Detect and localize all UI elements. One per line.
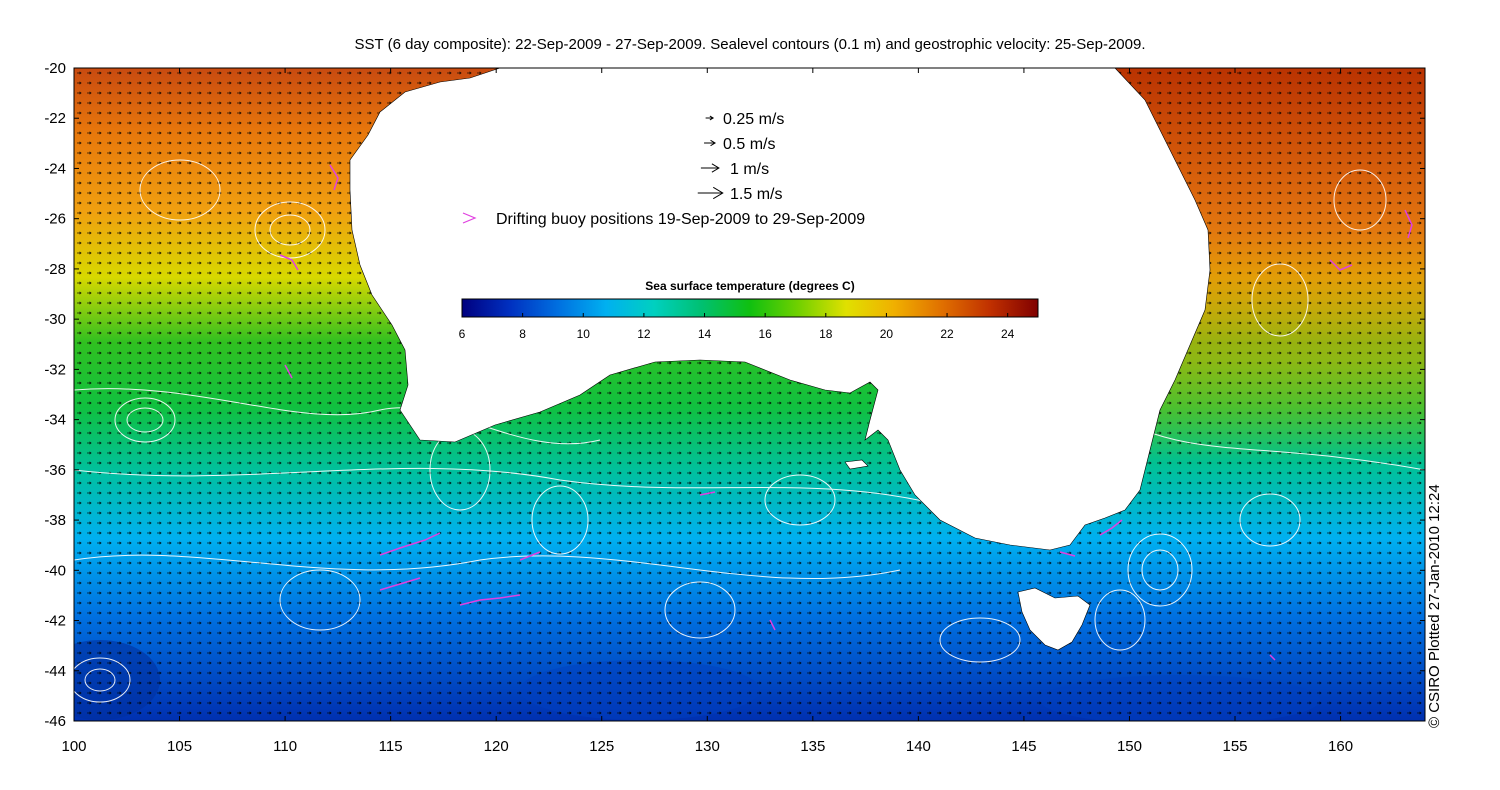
y-tick-label: -24	[44, 160, 66, 177]
buoy-legend: Drifting buoy positions 19-Sep-2009 to 2…	[462, 211, 865, 228]
y-tick-label: -42	[44, 613, 66, 630]
x-tick-label: 155	[1223, 738, 1248, 755]
x-axis: 100 105 110 115 120 125 130 135 140 145 150 155 160	[61, 68, 1353, 755]
velocity-legend-label: 0.5 m/s	[723, 136, 775, 153]
map-title: SST (6 day composite): 22-Sep-2009 - 27-…	[354, 36, 1146, 53]
x-tick-label: 160	[1328, 738, 1353, 755]
y-tick-label: -46	[44, 713, 66, 730]
velocity-legend-arrow	[700, 163, 720, 173]
tasmania	[1017, 587, 1091, 651]
colorbar-tick-label: 8	[519, 327, 526, 341]
buoy-legend-label: Drifting buoy positions 19-Sep-2009 to 2…	[496, 211, 865, 228]
x-tick-label: 110	[273, 738, 297, 755]
x-tick-label: 135	[800, 738, 825, 755]
colorbar-tick-label: 12	[637, 327, 651, 341]
sealevel-contours	[74, 159, 1425, 703]
y-tick-label: -36	[44, 462, 66, 479]
y-tick-label: -44	[44, 663, 66, 680]
colorbar-tick-label: 20	[880, 327, 894, 341]
x-tick-label: 105	[167, 738, 192, 755]
velocity-legend-label: 1.5 m/s	[730, 186, 782, 203]
x-tick-label: 100	[61, 738, 86, 755]
colorbar-tick-label: 16	[758, 327, 772, 341]
plot-frame	[73, 67, 1426, 722]
velocity-legend: 0.25 m/s 0.5 m/s 1 m/s 1.5 m/s	[697, 111, 784, 203]
x-tick-label: 150	[1117, 738, 1142, 755]
y-tick-label: -34	[44, 412, 66, 429]
copyright-credit: © CSIRO Plotted 27-Jan-2010 12:24	[1426, 484, 1443, 728]
colorbar-title: Sea surface temperature (degrees C)	[645, 279, 854, 293]
colorbar-tick-label: 22	[940, 327, 954, 341]
y-tick-label: -38	[44, 512, 66, 529]
velocity-legend-label: 1 m/s	[730, 161, 769, 178]
y-axis: -20 -22 -24 -26 -28 -30 -32 -34 -36 -38 -40 -42 -44 -…	[44, 60, 1425, 730]
velocity-legend-arrow	[705, 115, 715, 121]
buoy-legend-symbol	[462, 212, 477, 224]
x-tick-label: 125	[589, 738, 614, 755]
x-tick-label: 130	[695, 738, 720, 755]
colorbar-tick-label: 10	[577, 327, 591, 341]
x-tick-label: 120	[484, 738, 509, 755]
y-tick-label: -20	[44, 60, 66, 77]
colorbar-ticks: 6 8 10 12 14 16 18 20 22 24	[459, 313, 1015, 341]
x-tick-label: 145	[1011, 738, 1036, 755]
colorbar-tick-label: 18	[819, 327, 833, 341]
velocity-legend-label: 0.25 m/s	[723, 111, 784, 128]
kangaroo-island	[844, 459, 869, 470]
y-tick-label: -28	[44, 261, 66, 278]
x-tick-label: 115	[379, 738, 403, 755]
colorbar-scale	[461, 298, 1039, 318]
colorbar-tick-label: 24	[1001, 327, 1015, 341]
colorbar-tick-label: 14	[698, 327, 712, 341]
y-tick-label: -22	[44, 110, 66, 127]
velocity-legend-arrow	[697, 186, 724, 200]
y-tick-label: -30	[44, 311, 66, 328]
y-tick-label: -40	[44, 562, 66, 579]
x-tick-label: 140	[906, 738, 931, 755]
velocity-legend-arrow	[704, 139, 717, 147]
drifting-buoy-tracks	[279, 164, 1413, 661]
colorbar: Sea surface temperature (degrees C) 6 8 10…	[459, 279, 1039, 341]
y-tick-label: -26	[44, 211, 66, 228]
y-tick-label: -32	[44, 361, 66, 378]
colorbar-tick-label: 6	[459, 327, 466, 341]
